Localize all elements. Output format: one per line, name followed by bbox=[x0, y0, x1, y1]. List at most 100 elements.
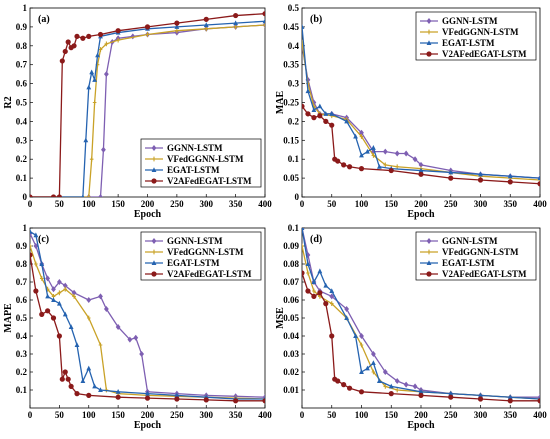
data-point-VFedGGNN-LSTM bbox=[145, 32, 150, 37]
data-point-GGNN-LSTM bbox=[33, 243, 39, 249]
data-point-V2AFedEGAT-LSTM bbox=[97, 31, 104, 38]
data-point-V2AFedEGAT-LSTM bbox=[311, 293, 317, 299]
data-point-EGAT-LSTM bbox=[30, 228, 33, 234]
legend-label: VFedGGNN-LSTM bbox=[442, 27, 519, 37]
data-point-V2AFedEGAT-LSTM bbox=[323, 301, 329, 307]
x-tick-label: 0 bbox=[300, 410, 305, 420]
x-tick-label: 250 bbox=[170, 410, 184, 420]
data-point-V2AFedEGAT-LSTM bbox=[62, 369, 68, 375]
data-point-V2AFedEGAT-LSTM bbox=[388, 391, 394, 397]
data-point-EGAT-LSTM bbox=[174, 392, 180, 398]
data-point-V2AFedEGAT-LSTM bbox=[233, 12, 239, 19]
y-tick-label: 0 bbox=[295, 192, 300, 202]
panel-label: (d) bbox=[310, 234, 322, 245]
data-point-VFedGGNN-LSTM bbox=[39, 276, 44, 281]
y-tick-label: 1 bbox=[23, 223, 28, 233]
panel-label: (c) bbox=[38, 234, 49, 245]
legend-marker-V2AFedEGAT-LSTM bbox=[426, 51, 432, 57]
data-point-EGAT-LSTM bbox=[92, 77, 98, 82]
panel-1: 0 50 100 150 200 250 300 350 400 0 0.1 0.2 0.3 0.4 0.5… bbox=[3, 3, 272, 220]
x-axis-label: Epoch bbox=[134, 420, 162, 431]
legend-label: V2AFedEGAT-LSTM bbox=[442, 49, 527, 59]
y-tick-label: 0.05 bbox=[283, 173, 299, 183]
series-line-VFedGGNN-LSTM bbox=[30, 24, 265, 197]
data-point-GGNN-LSTM bbox=[115, 324, 121, 330]
data-point-EGAT-LSTM bbox=[262, 18, 265, 24]
x-tick-label: 400 bbox=[258, 199, 272, 209]
data-point-V2AFedEGAT-LSTM bbox=[341, 162, 347, 168]
y-tick-label: 0.6 bbox=[16, 295, 28, 305]
data-point-V2AFedEGAT-LSTM bbox=[174, 20, 180, 26]
data-point-V2AFedEGAT-LSTM bbox=[86, 392, 92, 398]
data-point-EGAT-LSTM bbox=[68, 324, 74, 329]
series-line-V2AFedEGAT-LSTM bbox=[30, 13, 265, 197]
y-tick-label: 0.4 bbox=[288, 41, 300, 51]
data-point-GGNN-LSTM bbox=[359, 129, 364, 136]
legend-marker-GGNN-LSTM bbox=[151, 238, 157, 244]
data-point-GGNN-LSTM bbox=[103, 71, 109, 78]
y-tick-label: 0.2 bbox=[16, 367, 28, 377]
data-point-VFedGGNN-LSTM bbox=[86, 194, 91, 197]
data-point-V2AFedEGAT-LSTM bbox=[233, 398, 239, 404]
y-tick-label: 0.15 bbox=[283, 135, 299, 145]
y-tick-label: 0.1 bbox=[16, 385, 28, 395]
data-point-EGAT-LSTM bbox=[39, 261, 45, 266]
data-point-EGAT-LSTM bbox=[323, 111, 329, 116]
data-point-VFedGGNN-LSTM bbox=[63, 286, 68, 292]
data-point-V2AFedEGAT-LSTM bbox=[71, 43, 77, 49]
data-point-VFedGGNN-LSTM bbox=[175, 28, 179, 34]
data-point-GGNN-LSTM bbox=[71, 289, 77, 296]
y-tick-label: 0.07 bbox=[283, 277, 299, 287]
data-point-VFedGGNN-LSTM bbox=[72, 294, 76, 299]
x-tick-label: 0 bbox=[28, 199, 33, 209]
data-point-GGNN-LSTM bbox=[133, 334, 139, 341]
data-point-VFedGGNN-LSTM bbox=[302, 243, 304, 249]
data-point-VFedGGNN-LSTM bbox=[263, 22, 265, 28]
data-point-GGNN-LSTM bbox=[98, 194, 103, 197]
data-point-V2AFedEGAT-LSTM bbox=[144, 395, 151, 401]
legend-marker-GGNN-LSTM bbox=[426, 18, 432, 24]
legend-label: VFedGGNN-LSTM bbox=[442, 247, 519, 257]
data-point-EGAT-LSTM bbox=[317, 268, 323, 274]
y-tick-label: 0.2 bbox=[288, 116, 300, 126]
y-tick-label: 0.25 bbox=[283, 98, 299, 108]
y-tick-label: 0 bbox=[23, 192, 28, 202]
data-point-EGAT-LSTM bbox=[388, 383, 394, 389]
data-point-VFedGGNN-LSTM bbox=[329, 301, 334, 306]
y-tick-label: 1 bbox=[23, 3, 28, 13]
data-point-EGAT-LSTM bbox=[95, 52, 100, 58]
data-point-EGAT-LSTM bbox=[305, 261, 311, 266]
data-point-V2AFedEGAT-LSTM bbox=[537, 398, 540, 404]
data-point-EGAT-LSTM bbox=[365, 365, 370, 371]
data-point-VFedGGNN-LSTM bbox=[233, 24, 238, 30]
y-tick-label: 0.1 bbox=[288, 154, 300, 164]
data-point-EGAT-LSTM bbox=[45, 293, 51, 299]
legend-marker-EGAT-LSTM bbox=[426, 260, 432, 265]
x-tick-label: 100 bbox=[82, 199, 96, 209]
data-point-V2AFedEGAT-LSTM bbox=[341, 382, 347, 388]
data-point-V2AFedEGAT-LSTM bbox=[305, 111, 311, 117]
data-point-V2AFedEGAT-LSTM bbox=[262, 11, 265, 17]
data-point-EGAT-LSTM bbox=[507, 394, 513, 400]
data-point-EGAT-LSTM bbox=[115, 389, 121, 394]
data-point-EGAT-LSTM bbox=[507, 173, 513, 179]
y-axis-label: R2 bbox=[3, 96, 14, 108]
x-tick-label: 50 bbox=[55, 410, 65, 420]
x-tick-label: 400 bbox=[258, 410, 272, 420]
data-point-V2AFedEGAT-LSTM bbox=[335, 378, 341, 384]
data-point-V2AFedEGAT-LSTM bbox=[30, 252, 33, 258]
legend-label: GGNN-LSTM bbox=[442, 16, 498, 26]
legend-marker-VFedGGNN-LSTM bbox=[152, 249, 156, 255]
y-tick-label: 0.03 bbox=[283, 349, 299, 359]
legend-label: GGNN-LSTM bbox=[442, 236, 498, 246]
x-tick-label: 200 bbox=[141, 410, 155, 420]
data-point-V2AFedEGAT-LSTM bbox=[174, 396, 180, 402]
x-axis-label: Epoch bbox=[407, 420, 435, 431]
data-point-V2AFedEGAT-LSTM bbox=[33, 288, 39, 294]
data-point-V2AFedEGAT-LSTM bbox=[448, 394, 454, 400]
data-point-V2AFedEGAT-LSTM bbox=[302, 103, 305, 109]
data-point-GGNN-LSTM bbox=[329, 293, 335, 300]
legend-label: GGNN-LSTM bbox=[167, 236, 223, 246]
y-tick-label: 0.01 bbox=[283, 385, 299, 395]
data-point-V2AFedEGAT-LSTM bbox=[448, 175, 454, 181]
